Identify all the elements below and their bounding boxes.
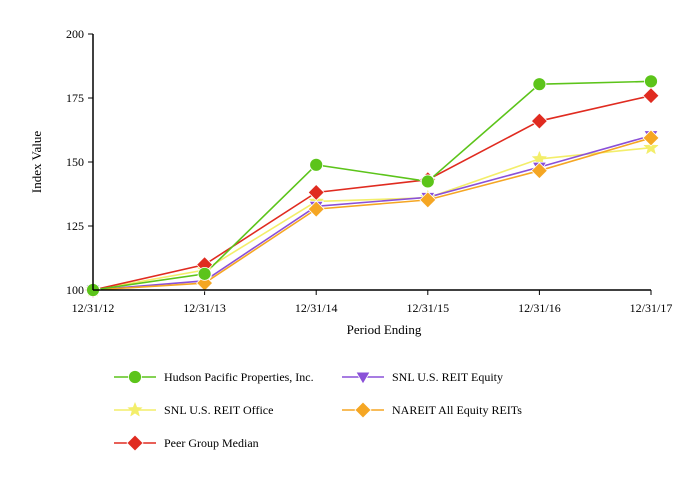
series-line	[92, 137, 652, 291]
data-point	[643, 139, 659, 155]
legend-label: Peer Group Median	[164, 436, 259, 450]
y-axis-label: Index Value	[29, 131, 44, 193]
y-tick-label: 175	[66, 91, 84, 105]
legend-item: Hudson Pacific Properties, Inc.	[114, 370, 314, 384]
y-tick-label: 100	[66, 283, 84, 297]
series-line	[92, 146, 652, 291]
legend-item: NAREIT All Equity REITs	[342, 401, 522, 419]
data-point	[420, 174, 435, 189]
x-tick-label: 12/31/14	[295, 301, 338, 315]
legend-item: SNL U.S. REIT Office	[114, 401, 273, 417]
legend-marker	[126, 434, 144, 452]
legend-marker	[127, 401, 143, 417]
y-axis-ticks: 100 125 150 175 200	[66, 27, 93, 297]
data-point	[530, 112, 548, 130]
series-line	[92, 80, 652, 291]
data-point	[419, 191, 437, 209]
legend-item: SNL U.S. REIT Equity	[342, 370, 503, 385]
legend-item: Peer Group Median	[114, 434, 259, 452]
x-tick-label: 12/31/13	[183, 301, 226, 315]
data-point	[532, 77, 547, 92]
x-tick-label: 12/31/12	[72, 301, 115, 315]
data-point	[307, 183, 325, 202]
data-point	[309, 157, 324, 172]
x-axis-ticks: 12/31/12 12/31/13 12/31/14 12/31/15 12/31/16…	[72, 290, 673, 315]
x-tick-label: 12/31/17	[630, 301, 673, 315]
data-point	[644, 74, 658, 89]
series-line	[92, 134, 652, 291]
series-layer	[84, 74, 660, 299]
data-point	[197, 266, 212, 281]
legend-marker	[355, 371, 371, 385]
legend-label: SNL U.S. REIT Office	[164, 403, 273, 417]
data-point	[307, 200, 325, 218]
x-tick-label: 12/31/16	[518, 301, 561, 315]
data-point	[530, 162, 548, 180]
legend-label: Hudson Pacific Properties, Inc.	[164, 370, 314, 384]
legend: Hudson Pacific Properties, Inc. SNL U.S. …	[114, 370, 522, 452]
x-axis-label: Period Ending	[347, 322, 422, 337]
y-tick-label: 200	[66, 27, 84, 41]
y-tick-label: 125	[66, 219, 84, 233]
legend-label: SNL U.S. REIT Equity	[392, 370, 503, 384]
y-tick-label: 150	[66, 155, 84, 169]
legend-label: NAREIT All Equity REITs	[392, 403, 522, 417]
legend-marker	[354, 401, 372, 419]
data-point	[642, 129, 660, 147]
legend-marker	[128, 370, 142, 384]
series-line	[92, 94, 652, 291]
data-point	[642, 87, 660, 105]
x-tick-label: 12/31/15	[406, 301, 449, 315]
